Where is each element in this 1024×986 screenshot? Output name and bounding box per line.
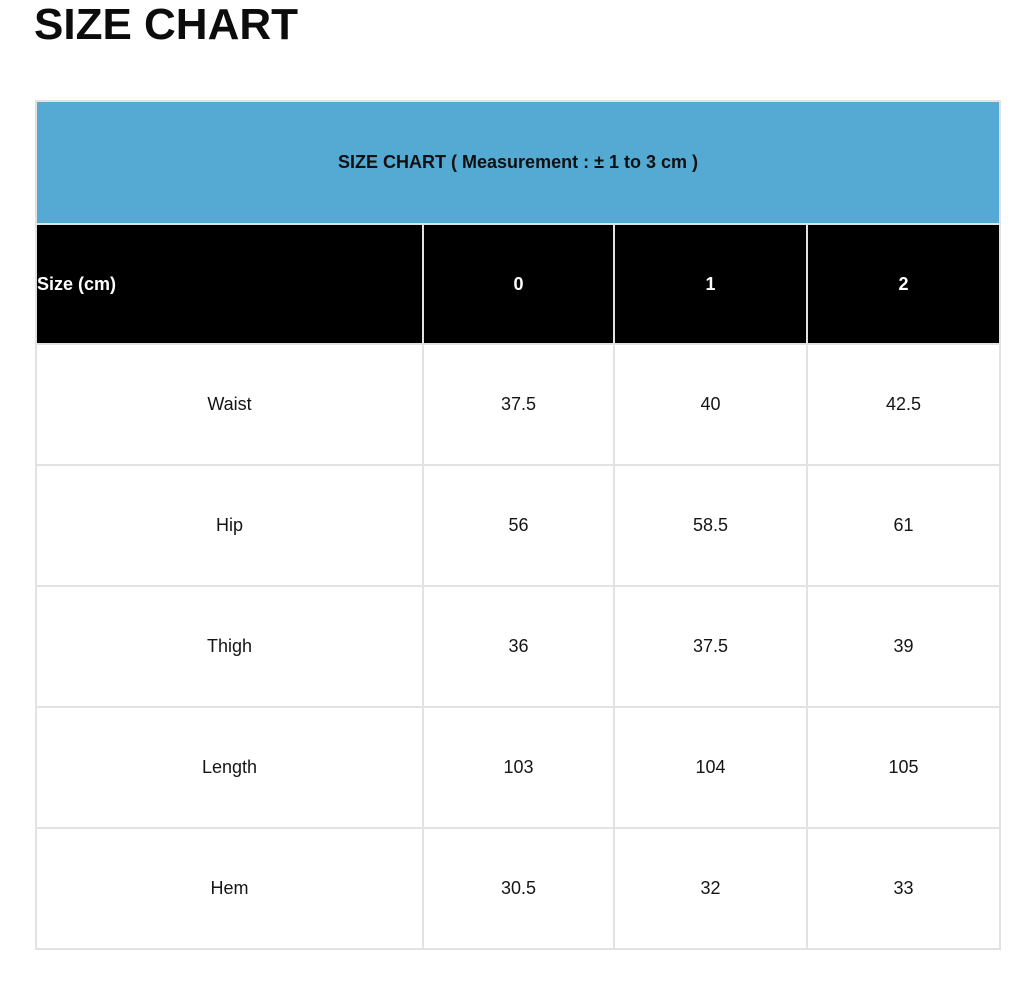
cell-value: 40 [613,343,808,466]
page-title: SIZE CHART [34,0,298,49]
size-chart-table: SIZE CHART ( Measurement : ± 1 to 3 cm )… [34,100,1002,950]
cell-value: 56 [422,464,615,587]
table-banner-row: SIZE CHART ( Measurement : ± 1 to 3 cm ) [34,100,1002,225]
table-row-hem: Hem 30.5 32 33 [35,827,1002,950]
column-header-size-0: 0 [422,223,615,345]
cell-value: 30.5 [422,827,615,950]
cell-value: 105 [805,706,1002,829]
row-label: Length [35,706,424,829]
table-header-row: Size (cm) 0 1 2 [35,223,1002,345]
cell-value: 37.5 [422,343,615,466]
column-header-size: Size (cm) [35,223,424,345]
table-banner-title: SIZE CHART ( Measurement : ± 1 to 3 cm ) [34,100,1002,225]
table-row-hip: Hip 56 58.5 61 [35,464,1002,587]
table-row-thigh: Thigh 36 37.5 39 [35,585,1002,708]
cell-value: 37.5 [613,585,808,708]
column-header-size-2: 2 [805,223,1002,345]
row-label: Hem [35,827,424,950]
row-label: Waist [35,343,424,466]
cell-value: 39 [805,585,1002,708]
cell-value: 61 [805,464,1002,587]
row-label: Hip [35,464,424,587]
table-row-length: Length 103 104 105 [35,706,1002,829]
column-header-size-1: 1 [613,223,808,345]
cell-value: 103 [422,706,615,829]
table-row-waist: Waist 37.5 40 42.5 [35,343,1002,466]
cell-value: 36 [422,585,615,708]
cell-value: 33 [805,827,1002,950]
cell-value: 58.5 [613,464,808,587]
cell-value: 32 [613,827,808,950]
cell-value: 42.5 [805,343,1002,466]
row-label: Thigh [35,585,424,708]
cell-value: 104 [613,706,808,829]
